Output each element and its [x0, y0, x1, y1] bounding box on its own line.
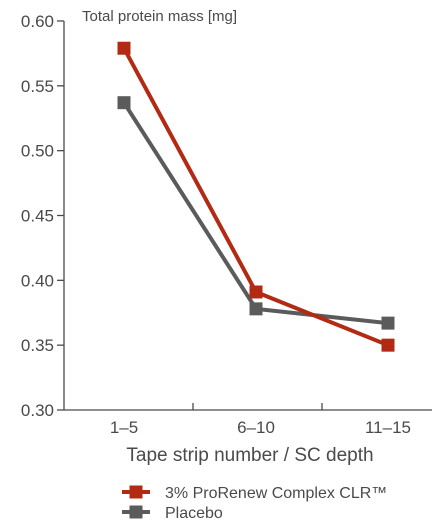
y-tick-label: 0.60 — [21, 12, 54, 31]
y-tick-label: 0.35 — [21, 336, 54, 355]
y-tick-label: 0.45 — [21, 207, 54, 226]
series-line-prorenew — [122, 47, 389, 348]
legend-label-prorenew: 3% ProRenew Complex CLR™ — [165, 485, 387, 502]
y-tick-label: 0.30 — [21, 401, 54, 420]
legend: 3% ProRenew Complex CLR™ Placebo — [122, 485, 387, 522]
y-ticks: 0.30 0.35 0.40 0.45 0.50 0.55 0.60 — [21, 12, 64, 420]
legend-marker-placebo — [129, 505, 143, 519]
axes: 0.30 0.35 0.40 0.45 0.50 0.55 0.60 1–5 6–10 11–1… — [21, 12, 432, 437]
x-axis-label: Tape strip number / SC depth — [126, 445, 373, 466]
data-point-prorenew — [249, 285, 263, 299]
x-tick-label: 1–5 — [110, 418, 138, 437]
series-layer — [117, 41, 395, 352]
legend-marker-prorenew — [129, 485, 143, 499]
data-point-prorenew — [117, 41, 131, 55]
y-tick-label: 0.55 — [21, 77, 54, 96]
x-ticks: 1–5 6–10 11–15 — [110, 403, 411, 437]
x-tick-label: 6–10 — [237, 418, 275, 437]
legend-label-placebo: Placebo — [165, 505, 223, 522]
y-tick-label: 0.50 — [21, 142, 54, 161]
data-point-placebo — [249, 302, 263, 316]
y-tick-label: 0.40 — [21, 271, 54, 290]
data-point-placebo — [117, 96, 131, 110]
x-tick-label: 11–15 — [365, 418, 411, 437]
y-axis-label: Total protein mass [mg] — [82, 8, 237, 25]
data-point-placebo — [381, 316, 395, 330]
data-point-prorenew — [381, 338, 395, 352]
